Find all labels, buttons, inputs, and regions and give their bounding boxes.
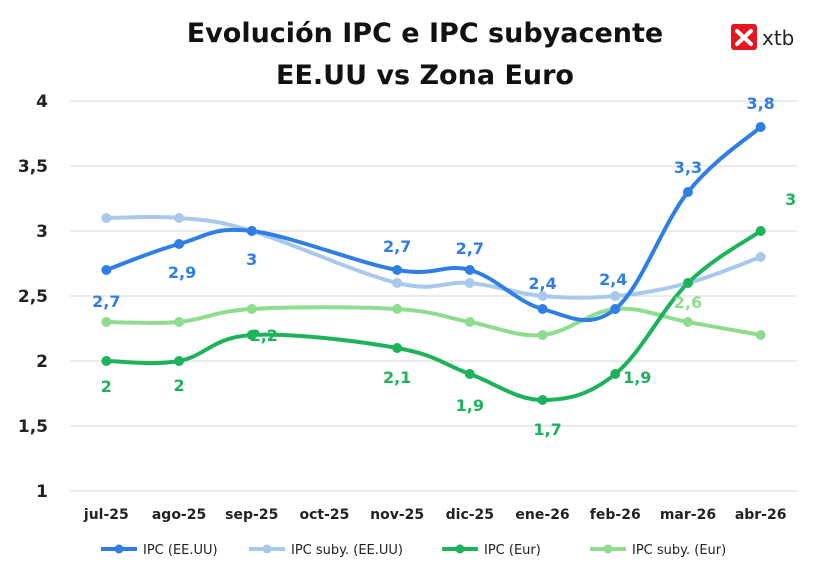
data-label: 3,3 (674, 158, 702, 177)
data-point (610, 291, 621, 301)
data-label: 3,8 (746, 94, 774, 113)
series-line (104, 214, 763, 300)
data-label: 2 (173, 376, 184, 395)
data-point (174, 239, 185, 249)
data-label: 2,7 (92, 292, 120, 311)
data-label: 3 (246, 250, 257, 269)
data-point (101, 356, 112, 366)
data-label: 2,6 (674, 293, 702, 312)
data-point (174, 317, 185, 327)
series-points (101, 122, 766, 405)
x-tick-label: sep-25 (225, 507, 278, 523)
data-label: 2,4 (599, 270, 627, 289)
y-tick-label: 3 (36, 222, 48, 242)
legend: IPC (EE.UU) IPC suby. (EE.UU) IPC (Eur) IPC… (101, 543, 726, 558)
data-point (464, 265, 475, 275)
data-label: 3 (785, 190, 796, 209)
data-point (755, 330, 766, 340)
data-point (174, 213, 185, 223)
series-line (104, 125, 763, 323)
y-tick-label: 3,5 (18, 157, 48, 177)
data-label: 2,7 (456, 239, 484, 258)
legend-marker (114, 544, 124, 554)
data-label: 2,7 (383, 237, 411, 256)
x-tick-label: ago-25 (152, 507, 206, 523)
y-tick-label: 2 (36, 352, 48, 372)
data-point (537, 395, 548, 405)
data-point (101, 213, 112, 223)
data-point (464, 278, 475, 288)
data-point (392, 265, 403, 275)
legend-label: IPC suby. (Eur) (632, 543, 726, 558)
x-axis-ticks: jul-25 ago-25 sep-25 oct-25 nov-25 dic-25 ene-… (83, 507, 787, 523)
x-tick-label: oct-25 (299, 507, 349, 523)
data-point (246, 304, 257, 314)
xtb-logo: xtb (731, 24, 794, 50)
x-tick-label: mar-26 (660, 507, 716, 523)
data-labels: 2,7 2,9 3 2,7 2,7 2,4 2,4 3,3 3,8 2 2 2,2 2,1 1,9 1,7 1… (92, 94, 796, 439)
data-point (755, 252, 766, 262)
data-label: 2 (101, 377, 112, 396)
data-point (392, 304, 403, 314)
grid-lines (70, 100, 797, 492)
y-tick-label: 2,5 (18, 287, 48, 307)
data-point (246, 226, 257, 236)
data-point (537, 304, 548, 314)
series-lines (104, 125, 763, 403)
data-point (755, 122, 766, 132)
data-point (101, 265, 112, 275)
data-point (610, 304, 621, 314)
data-point (101, 317, 112, 327)
y-axis-ticks: 1 1,5 2 2,5 3 3,5 4 (18, 92, 48, 502)
xtb-logo-x-mark (735, 29, 753, 46)
data-point (464, 369, 475, 379)
x-tick-label: nov-25 (370, 507, 424, 523)
data-point (682, 187, 693, 197)
data-label: 1,9 (623, 368, 651, 387)
legend-label: IPC (EE.UU) (143, 543, 218, 558)
x-tick-label: ene-26 (515, 507, 569, 523)
legend-marker (262, 544, 272, 554)
y-tick-label: 1 (36, 482, 48, 502)
data-point (537, 291, 548, 301)
data-label: 2,9 (168, 263, 196, 282)
data-point (682, 278, 693, 288)
data-label: 2,2 (250, 326, 278, 345)
legend-marker (455, 544, 465, 554)
data-label: 1,9 (456, 396, 484, 415)
xtb-logo-text: xtb (762, 26, 794, 50)
data-label: 2,4 (528, 274, 556, 293)
data-point (246, 330, 257, 340)
x-tick-label: dic-25 (446, 507, 494, 523)
legend-label: IPC suby. (EE.UU) (291, 543, 403, 558)
y-tick-label: 1,5 (18, 417, 48, 437)
legend-label: IPC (Eur) (484, 543, 541, 558)
data-point (392, 278, 403, 288)
x-tick-label: abr-26 (735, 507, 787, 523)
chart-title-line-1: Evolución IPC e IPC subyacente (187, 18, 664, 49)
data-label: 1,7 (533, 420, 561, 439)
legend-marker (603, 544, 613, 554)
data-label: 2,1 (383, 368, 411, 387)
data-point (174, 356, 185, 366)
data-point (392, 343, 403, 353)
data-point (537, 330, 548, 340)
data-point (682, 317, 693, 327)
data-point (464, 317, 475, 327)
data-point (610, 369, 621, 379)
x-tick-label: feb-26 (590, 507, 641, 523)
data-point (755, 226, 766, 236)
x-tick-label: jul-25 (83, 507, 129, 523)
y-tick-label: 4 (36, 92, 48, 112)
chart-title-line-2: EE.UU vs Zona Euro (276, 60, 574, 91)
